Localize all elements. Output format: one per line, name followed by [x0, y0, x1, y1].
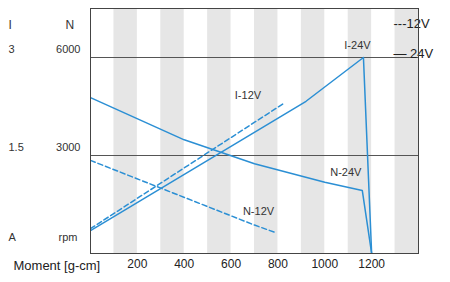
svg-text:200: 200 — [127, 257, 147, 271]
svg-text:I-24V: I-24V — [344, 39, 371, 51]
svg-text:3000: 3000 — [56, 141, 80, 153]
svg-text:I: I — [9, 18, 12, 32]
svg-text:1200: 1200 — [358, 257, 385, 271]
svg-text:600: 600 — [221, 257, 241, 271]
svg-text:N: N — [66, 18, 75, 32]
svg-text:6000: 6000 — [56, 43, 80, 55]
svg-text:Moment [g-cm]: Moment [g-cm] — [14, 258, 101, 273]
svg-text:400: 400 — [174, 257, 194, 271]
svg-text:1000: 1000 — [311, 257, 338, 271]
svg-text:— 24V: — 24V — [394, 46, 434, 61]
svg-text:800: 800 — [268, 257, 288, 271]
svg-text:A: A — [9, 231, 17, 243]
svg-text:1.5: 1.5 — [9, 141, 24, 153]
svg-text:rpm: rpm — [59, 231, 78, 243]
svg-text:---12V: ---12V — [394, 16, 430, 31]
svg-text:N-24V: N-24V — [330, 166, 362, 178]
svg-text:N-12V: N-12V — [243, 205, 275, 217]
svg-text:I-12V: I-12V — [235, 89, 262, 101]
svg-text:3: 3 — [9, 43, 15, 55]
